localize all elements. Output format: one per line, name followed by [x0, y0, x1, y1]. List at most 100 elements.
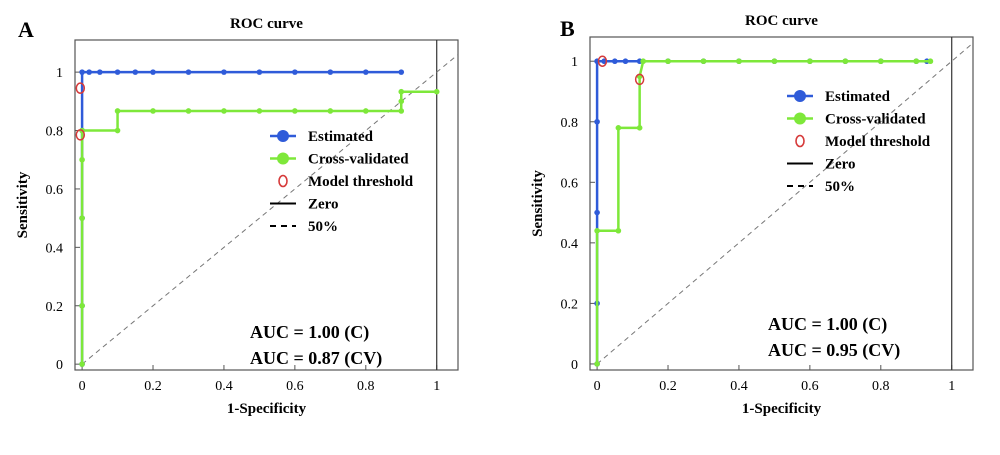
x-tick-label: 0	[594, 379, 601, 394]
data-point	[79, 156, 85, 163]
model-threshold-marker	[597, 55, 608, 67]
data-point	[640, 58, 646, 65]
data-point	[612, 58, 618, 65]
legend-label: 50%	[825, 179, 855, 195]
y-tick-label: 0	[571, 358, 578, 373]
data-point	[594, 227, 600, 234]
x-tick-label: 0	[79, 379, 86, 394]
data-point	[221, 108, 227, 114]
data-point	[594, 118, 600, 125]
legend-marker	[277, 130, 289, 142]
data-point	[398, 108, 405, 114]
data-point	[636, 125, 643, 131]
model-threshold-marker	[634, 73, 645, 86]
x-axis-title: 1-Specificity	[227, 401, 307, 417]
data-point	[594, 209, 600, 216]
data-point	[594, 361, 600, 367]
data-point	[362, 108, 369, 114]
data-point	[256, 108, 263, 114]
auc-annotation: AUC = 0.95 (CV)	[768, 340, 900, 361]
data-point	[807, 58, 813, 65]
legend-marker	[277, 152, 289, 165]
legend-label: Model threshold	[308, 174, 414, 190]
series-line-estimated	[80, 70, 402, 365]
x-tick-label: 0.4	[215, 379, 233, 394]
x-tick-label: 0.4	[730, 379, 748, 394]
data-point	[79, 361, 85, 367]
data-point	[79, 302, 85, 309]
data-point	[398, 98, 405, 105]
data-point	[665, 58, 671, 65]
chance-diagonal	[596, 42, 974, 365]
data-point	[292, 108, 298, 114]
legend-label: 50%	[308, 219, 338, 235]
data-point	[327, 108, 334, 114]
x-tick-label: 0.8	[872, 379, 890, 394]
legend-marker	[794, 112, 806, 125]
x-tick-label: 0.6	[286, 379, 304, 394]
y-tick-label: 0	[56, 358, 63, 373]
data-point	[185, 108, 192, 114]
data-point	[433, 88, 440, 95]
y-tick-label: 0.8	[46, 125, 64, 140]
legend-label: Estimated	[308, 129, 374, 145]
roc-panel-b: B ROC curve 0 0 0.2 0.2 0.4 0.4 0.6 0.6 0.8 0.8 1 1 1-…	[530, 13, 974, 417]
data-point	[615, 125, 622, 131]
y-tick-label: 0.6	[46, 183, 64, 198]
y-axis-title: Sensitivity	[530, 170, 546, 237]
y-tick-label: 0.4	[46, 241, 64, 256]
data-point	[256, 69, 263, 75]
legend-label: Model threshold	[825, 134, 931, 150]
legend: Estimated Cross-validated Model threshold Z…	[787, 89, 931, 195]
auc-annotation: AUC = 0.87 (CV)	[250, 348, 382, 369]
x-tick-label: 1	[433, 379, 440, 394]
data-point	[771, 58, 778, 65]
x-tick-label: 0.8	[357, 379, 375, 394]
y-tick-label: 0.2	[561, 297, 579, 312]
data-point	[86, 69, 92, 75]
y-tick-label: 0.8	[561, 116, 579, 131]
x-tick-label: 1	[948, 379, 955, 394]
data-point	[362, 69, 369, 75]
data-point	[398, 88, 405, 95]
legend-label: Cross-validated	[825, 112, 926, 128]
panel-label: B	[560, 16, 575, 41]
series-line-cross-validated	[595, 59, 931, 364]
data-point	[622, 58, 629, 65]
model-threshold-marker	[75, 82, 86, 94]
data-point	[132, 69, 139, 75]
data-point	[114, 69, 121, 75]
data-point	[700, 58, 707, 65]
plot-frame	[589, 36, 974, 371]
data-point	[842, 58, 849, 65]
data-point	[150, 69, 156, 75]
auc-annotation: AUC = 1.00 (C)	[768, 314, 887, 335]
legend-label: Zero	[825, 157, 856, 173]
x-tick-label: 0.2	[144, 379, 162, 394]
chart-title: ROC curve	[745, 13, 818, 29]
y-tick-label: 1	[571, 55, 578, 70]
legend-label: Estimated	[825, 89, 891, 105]
roc-panel-a: A ROC curve 0 0 0.2 0.2 0.4 0.4 0.6 0.6 0.8 0.8 1 1 1-…	[15, 16, 459, 417]
data-point	[114, 108, 121, 114]
data-point	[327, 69, 334, 75]
data-point	[877, 58, 884, 65]
legend-label: Zero	[308, 197, 339, 213]
data-point	[221, 69, 227, 75]
data-point	[615, 227, 622, 234]
data-point	[79, 215, 85, 221]
y-tick-label: 0.6	[561, 176, 579, 191]
data-point	[185, 69, 192, 75]
model-threshold-marker	[75, 129, 86, 141]
legend-marker	[794, 90, 806, 102]
x-tick-label: 0.6	[801, 379, 819, 394]
data-point	[927, 58, 934, 65]
y-tick-label: 0.2	[46, 300, 64, 315]
y-tick-label: 0.4	[561, 237, 579, 252]
data-point	[736, 58, 742, 65]
y-tick-label: 1	[56, 66, 63, 81]
data-point	[150, 108, 156, 114]
legend-marker	[795, 134, 805, 148]
data-point	[97, 69, 103, 75]
